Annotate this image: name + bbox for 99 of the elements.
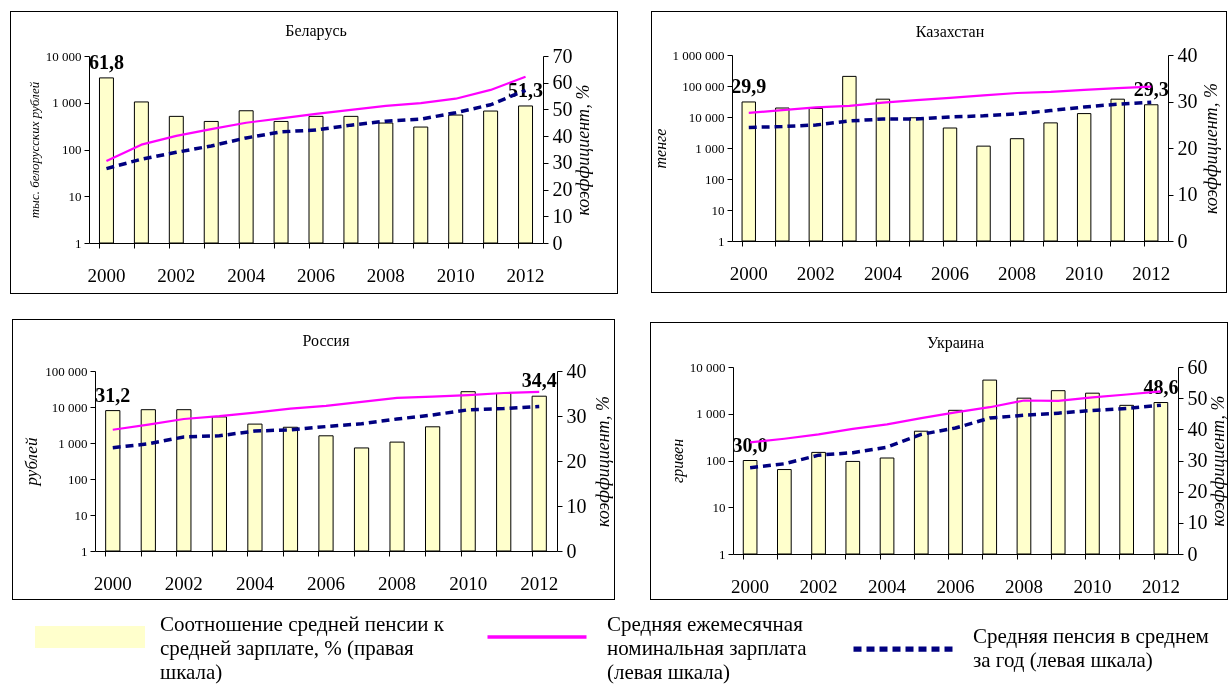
y2-tick-label: 30 xyxy=(552,151,573,174)
y2-tick-label: 30 xyxy=(1177,90,1198,112)
legend-label: Средняя пенсия в среднем за год (левая шкала) xyxy=(973,624,1209,672)
x-tick-label: 2004 xyxy=(868,575,907,597)
y2-tick-label: 20 xyxy=(566,449,587,472)
y-tick-label: 100 xyxy=(705,171,725,187)
y2-tick-label: 40 xyxy=(566,359,587,382)
y2-axis-title: коэффициент, % xyxy=(572,84,593,216)
y2-tick-label: 0 xyxy=(1187,542,1198,565)
y-tick-label: 10 xyxy=(711,202,725,218)
y-tick-label: 10 xyxy=(74,507,88,523)
y2-tick-label: 0 xyxy=(566,539,577,562)
y2-tick-label: 50 xyxy=(552,97,573,120)
x-tick-label: 2004 xyxy=(235,572,275,594)
y-tick-label: 1 000 xyxy=(52,95,82,111)
x-tick-label: 2006 xyxy=(931,262,969,284)
x-tick-label: 2000 xyxy=(87,264,126,286)
x-tick-label: 2012 xyxy=(1141,575,1180,597)
x-tick-label: 2000 xyxy=(731,575,770,597)
x-tick-label: 2000 xyxy=(729,262,768,284)
y-tick-label: 100 xyxy=(62,142,82,157)
x-tick-label: 2002 xyxy=(164,572,203,594)
data-label: 48,6 xyxy=(1143,375,1179,398)
y2-axis-title: коэффициент, % xyxy=(1200,82,1221,215)
y-tick-label: 100 000 xyxy=(682,78,725,94)
y-tick-label: 1 xyxy=(718,233,725,249)
y-axis-title: тыс. белорусских рублей xyxy=(26,81,42,219)
x-tick-label: 2012 xyxy=(520,572,559,594)
y-tick-label: 100 000 xyxy=(45,363,88,379)
y2-tick-label: 60 xyxy=(552,71,573,94)
y2-tick-label: 0 xyxy=(552,231,563,254)
y2-tick-label: 20 xyxy=(1177,136,1198,159)
y2-tick-label: 20 xyxy=(552,178,573,201)
data-label: 34,4 xyxy=(521,369,557,392)
y2-tick-label: 30 xyxy=(1187,449,1208,471)
y-tick-label: 100 xyxy=(68,471,88,487)
x-tick-label: 2012 xyxy=(506,264,545,286)
x-tick-label: 2006 xyxy=(936,575,975,597)
y-tick-label: 10 000 xyxy=(51,399,88,415)
y-tick-label: 1 000 xyxy=(695,140,725,156)
y-tick-label: 10 000 xyxy=(45,48,82,64)
line-series xyxy=(747,100,1153,130)
y-tick-label: 10 xyxy=(68,188,82,204)
y-axis-title: гривен xyxy=(668,438,687,484)
x-tick-label: 2010 xyxy=(449,572,488,594)
y2-tick-label: 10 xyxy=(552,204,573,227)
y2-tick-label: 20 xyxy=(1187,480,1208,503)
y-tick-label: 10 000 xyxy=(688,109,725,125)
y-tick-label: 1 xyxy=(81,543,88,559)
x-tick-label: 2006 xyxy=(307,572,345,594)
x-tick-label: 2010 xyxy=(1073,575,1112,597)
y2-axis-title: коэффициент, % xyxy=(592,395,613,528)
text: Соотношение средней пенсии к средней зарплате, % (правая шкала) xyxy=(160,612,445,684)
y-axis-title: рублей xyxy=(22,437,42,487)
data-label: 29,9 xyxy=(731,74,767,97)
y2-tick-label: 70 xyxy=(552,44,573,67)
y-tick-label: 10 xyxy=(712,499,726,515)
x-tick-label: 2002 xyxy=(799,575,838,597)
y2-tick-label: 10 xyxy=(566,494,587,517)
x-tick-label: 2010 xyxy=(1065,262,1104,284)
y2-tick-label: 10 xyxy=(1187,511,1208,534)
y2-tick-label: 30 xyxy=(566,404,587,427)
x-tick-label: 2008 xyxy=(366,264,405,286)
x-tick-label: 2012 xyxy=(1132,262,1171,284)
x-tick-label: 2008 xyxy=(998,262,1037,284)
y2-tick-label: 10 xyxy=(1177,183,1198,205)
chart-title: Россия xyxy=(302,332,351,349)
chart-title: Украина xyxy=(926,334,985,352)
line-series xyxy=(111,404,541,450)
x-tick-label: 2002 xyxy=(796,262,835,284)
y-tick-label: 1 000 xyxy=(696,406,726,422)
y2-tick-label: 40 xyxy=(552,124,573,147)
x-tick-label: 2006 xyxy=(297,264,335,286)
legend-label: Средняя ежемесячная номинальная зарплата (левая шкала) xyxy=(607,612,808,684)
y2-tick-label: 60 xyxy=(1187,355,1208,378)
y2-tick-label: 40 xyxy=(1187,417,1208,440)
y2-tick-label: 50 xyxy=(1187,386,1208,409)
y-tick-label: 1 000 000 xyxy=(672,47,725,63)
y-tick-label: 100 xyxy=(706,453,726,468)
data-label: 61,8 xyxy=(88,50,124,73)
y-tick-label: 1 xyxy=(719,546,726,562)
y2-axis-title: коэффициент, % xyxy=(1207,395,1228,527)
x-tick-label: 2004 xyxy=(227,264,266,286)
x-tick-label: 2008 xyxy=(1004,575,1043,597)
y2-tick-label: 40 xyxy=(1177,43,1198,66)
x-tick-label: 2004 xyxy=(863,262,903,284)
data-label: 30,0 xyxy=(732,433,768,456)
chart-title: Казахстан xyxy=(915,23,985,40)
x-tick-label: 2000 xyxy=(93,572,132,594)
chart-title: Беларусь xyxy=(285,22,347,40)
y2-tick-label: 0 xyxy=(1177,229,1188,252)
y-axis-title: тенге xyxy=(651,128,669,169)
data-label: 31,2 xyxy=(95,383,131,406)
y-tick-label: 10 000 xyxy=(689,359,726,375)
y-tick-label: 1 000 xyxy=(58,435,88,451)
x-tick-label: 2002 xyxy=(157,264,196,286)
x-tick-label: 2008 xyxy=(378,572,417,594)
x-tick-label: 2010 xyxy=(436,264,475,286)
y-tick-label: 1 xyxy=(75,235,82,251)
